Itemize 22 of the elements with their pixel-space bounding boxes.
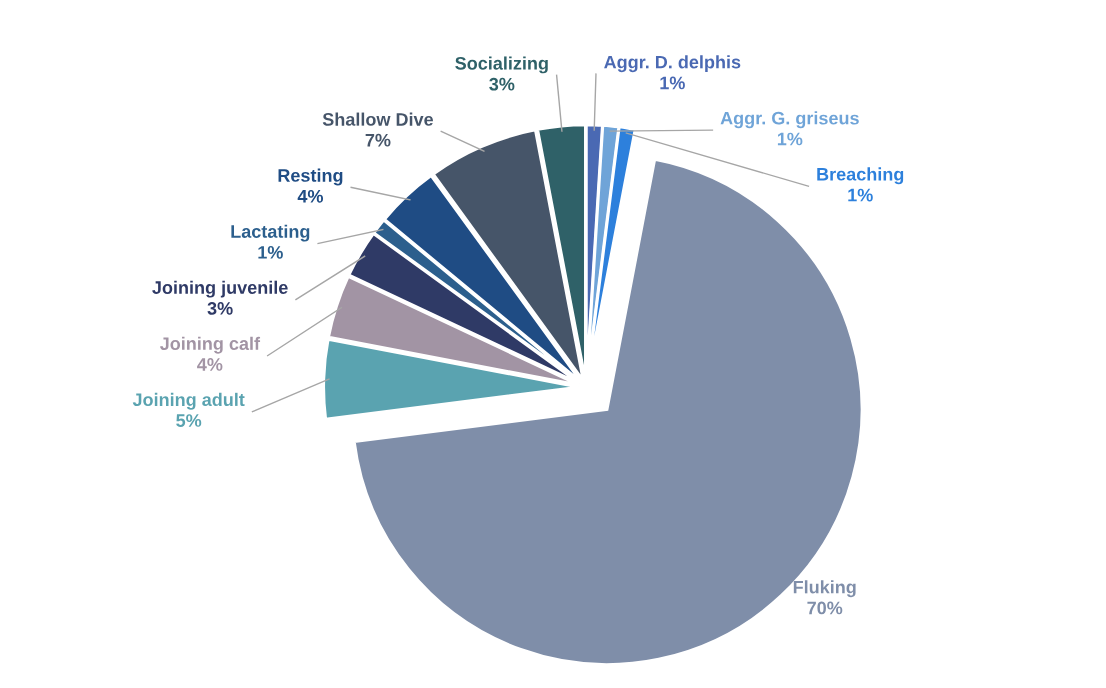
slice-label: Joining juvenile bbox=[152, 280, 288, 298]
data-label: 3% bbox=[207, 302, 233, 315]
slice-label: Socializing bbox=[455, 56, 548, 74]
data-label: 3% bbox=[489, 77, 515, 91]
slice-label: Lactating bbox=[231, 224, 310, 242]
data-label: 5% bbox=[176, 414, 202, 427]
data-label: 4% bbox=[297, 189, 324, 203]
slice-label: Aggr. G. griseus bbox=[720, 111, 859, 129]
data-label: 70% bbox=[807, 601, 843, 615]
slice-label: Resting bbox=[278, 168, 343, 186]
data-label: 1% bbox=[258, 245, 283, 259]
slice-label: Joining calf bbox=[159, 336, 261, 354]
slice-label: Joining adult bbox=[132, 392, 245, 410]
slice-label: Fluking bbox=[793, 580, 856, 598]
slice-label: Aggr. D. delphis bbox=[604, 55, 741, 73]
data-label: 7% bbox=[365, 133, 391, 147]
data-label: 1% bbox=[777, 132, 803, 146]
data-label: 1% bbox=[660, 76, 685, 90]
data-label: 4% bbox=[197, 358, 223, 371]
data-label: 1% bbox=[848, 188, 873, 202]
slice-label: Shallow Dive bbox=[322, 112, 434, 126]
slice-label: Breaching bbox=[817, 167, 904, 185]
